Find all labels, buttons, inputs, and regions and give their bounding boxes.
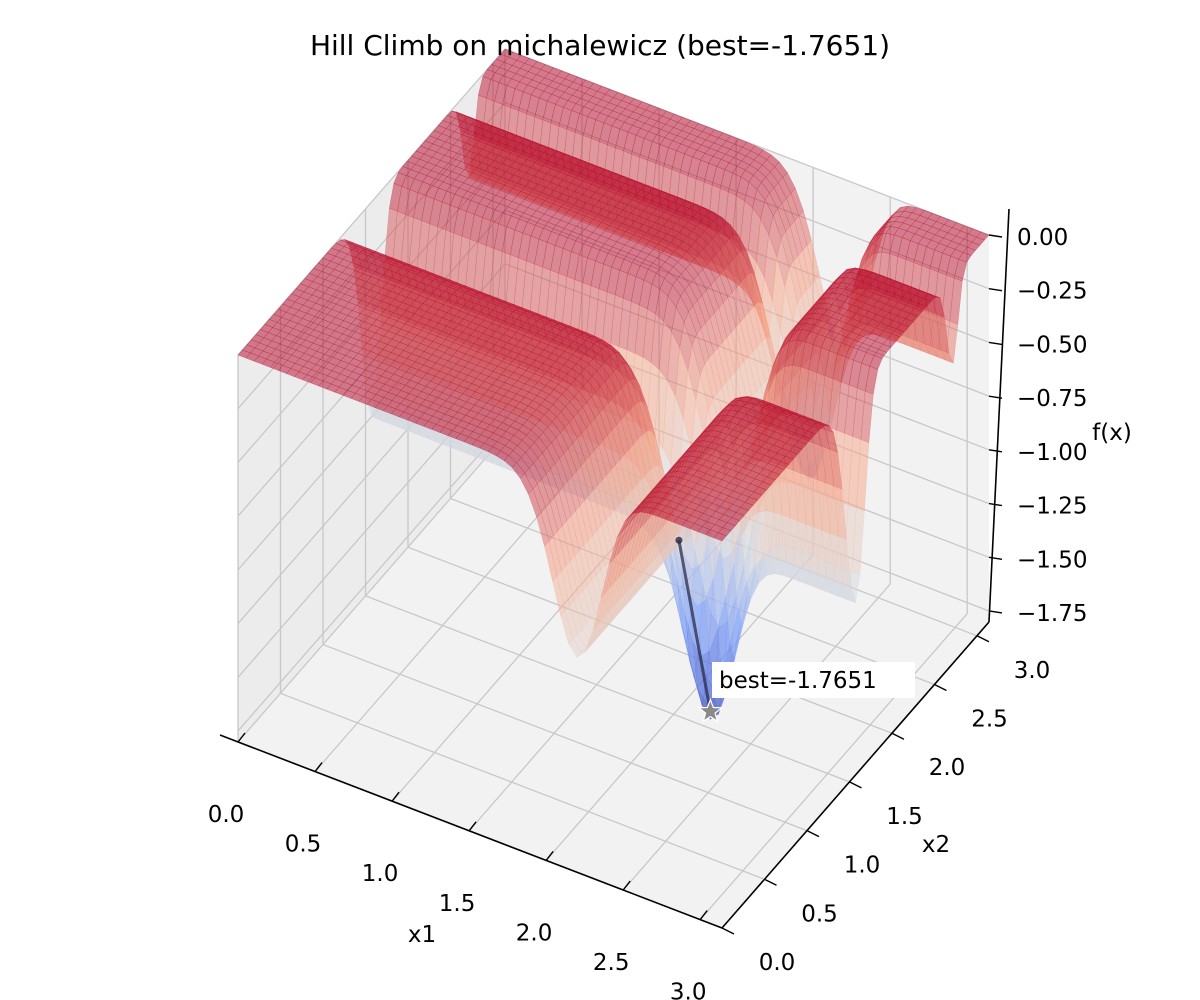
best-star-marker <box>697 697 724 723</box>
tick-labels: 0.00.51.01.52.02.53.00.00.51.01.52.02.53… <box>208 225 1088 1000</box>
x-tick <box>314 762 323 773</box>
best-annotation: best=-1.7651 <box>719 668 877 694</box>
y-tick-label: 2.5 <box>971 707 1008 733</box>
z-tick-label: −0.50 <box>1017 332 1087 358</box>
z-tick <box>988 502 1003 507</box>
x-axis-label: x1 <box>408 922 436 948</box>
y-tick-label: 1.0 <box>844 853 881 879</box>
axes <box>219 208 1010 935</box>
y-tick-label: 3.0 <box>1014 658 1051 684</box>
z-tick-label: −0.25 <box>1017 279 1087 305</box>
x-tick-label: 1.0 <box>362 861 399 887</box>
x-tick <box>468 821 477 832</box>
z-tick-label: −1.00 <box>1017 440 1087 466</box>
x-tick <box>699 910 708 921</box>
z-tick <box>988 341 1003 346</box>
z-tick <box>988 395 1003 399</box>
z-tick-label: −1.75 <box>1017 601 1087 627</box>
z-tick-label: −1.50 <box>1017 547 1087 573</box>
surface-facet <box>713 532 727 542</box>
y-tick <box>849 781 862 789</box>
hill-climb-path <box>675 536 724 723</box>
y-tick <box>934 683 947 692</box>
x-tick-label: 2.5 <box>593 950 630 976</box>
y-tick <box>764 878 777 886</box>
y-axis-label: x2 <box>922 832 950 858</box>
y-axis-line <box>721 621 990 929</box>
x-tick-label: 3.0 <box>670 980 707 1000</box>
y-tick-label: 0.5 <box>801 901 838 927</box>
z-tick <box>988 610 1003 614</box>
x-tick-label: 2.0 <box>516 920 553 946</box>
x-tick <box>391 791 400 802</box>
z-axis-line <box>988 208 1010 623</box>
z-tick <box>988 556 1003 560</box>
y-tick-label: 0.0 <box>759 950 796 976</box>
x-tick-label: 0.0 <box>208 802 245 828</box>
best-label-box <box>712 662 915 698</box>
x-tick-label: 0.5 <box>285 832 322 858</box>
z-tick <box>988 234 1003 238</box>
grid-line-x <box>699 226 968 921</box>
x-axis-line <box>219 734 723 929</box>
path-line <box>677 539 712 712</box>
y-tick-label: 2.0 <box>929 755 966 781</box>
x-tick <box>622 880 631 891</box>
z-tick-label: 0.00 <box>1017 225 1068 251</box>
chart-title: Hill Climb on michalewicz (best=-1.7651) <box>310 29 890 62</box>
z-tick-label: −0.75 <box>1017 386 1087 412</box>
surface <box>237 48 990 720</box>
path-point <box>675 536 683 544</box>
y-tick <box>891 732 905 740</box>
x-tick <box>545 850 554 861</box>
x-tick-label: 1.5 <box>439 891 476 917</box>
z-tick-label: −1.25 <box>1017 494 1087 520</box>
z-axis-label: f(x) <box>1092 420 1132 446</box>
y-tick-label: 1.5 <box>886 804 923 830</box>
y-tick <box>721 927 735 935</box>
z-tick <box>988 288 1003 292</box>
x-tick <box>237 732 246 743</box>
y-tick <box>806 829 820 838</box>
y-tick <box>976 635 990 643</box>
grid-line-y <box>279 306 765 880</box>
z-tick <box>988 449 1003 453</box>
